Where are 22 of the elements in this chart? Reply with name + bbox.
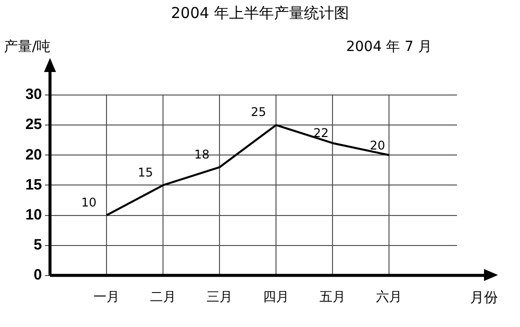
data-label: 22 <box>313 126 329 140</box>
y-axis-title: 产量/吨 <box>4 38 51 56</box>
x-tick-label: 二月 <box>150 288 176 304</box>
data-label: 25 <box>250 105 266 120</box>
data-label: 20 <box>370 138 386 152</box>
y-tick-label: 25 <box>25 116 42 134</box>
x-tick-label: 一月 <box>94 288 120 304</box>
y-tick-label: 10 <box>25 206 42 224</box>
x-axis-title: 月份 <box>470 289 498 307</box>
data-label: 15 <box>138 165 154 180</box>
x-tick-label: 五月 <box>320 288 346 304</box>
y-tick-label: 15 <box>25 176 42 194</box>
x-tick-label: 四月 <box>263 288 290 304</box>
y-tick-label: 0 <box>34 266 42 284</box>
y-tick-label: 20 <box>25 146 42 164</box>
y-tick-label: 5 <box>34 236 42 254</box>
chart-subtitle: 2004 年 7 月 <box>346 38 432 56</box>
x-tick-label: 六月 <box>376 288 402 304</box>
x-tick-label: 三月 <box>206 288 233 304</box>
data-label: 10 <box>81 195 97 210</box>
chart-title: 2004 年上半年产量统计图 <box>170 4 350 23</box>
y-tick-label: 30 <box>25 86 42 104</box>
